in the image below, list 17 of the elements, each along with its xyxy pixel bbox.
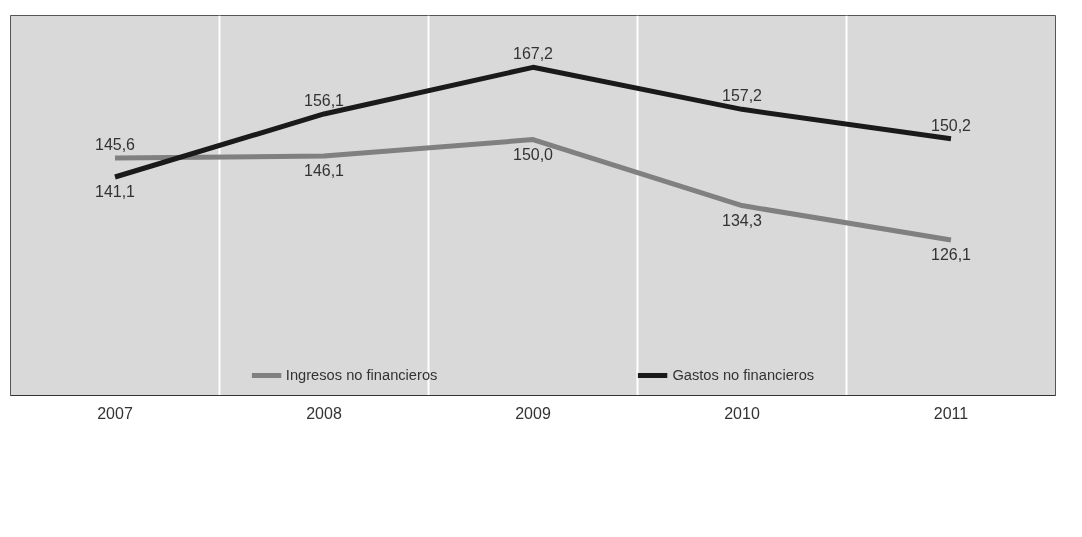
data-label: 150,2 <box>930 116 972 134</box>
x-tick-label: 2010 <box>724 404 760 422</box>
x-tick-label: 2008 <box>306 404 342 422</box>
x-tick-label: 2009 <box>515 404 551 422</box>
legend-label: Gastos no financieros <box>672 367 815 383</box>
x-tick-label: 2007 <box>97 404 133 422</box>
data-label: 145,6 <box>94 136 136 154</box>
x-tick-label: 2011 <box>933 404 969 422</box>
data-label: 126,1 <box>930 246 972 264</box>
data-label: 157,2 <box>721 87 763 105</box>
data-label: 156,1 <box>303 91 345 109</box>
data-label: 141,1 <box>94 183 136 201</box>
data-label: 146,1 <box>303 161 345 179</box>
data-label: 167,2 <box>512 45 554 63</box>
legend-label: Ingresos no financieros <box>285 367 438 383</box>
data-label: 134,3 <box>721 211 763 229</box>
data-label: 150,0 <box>512 145 554 163</box>
